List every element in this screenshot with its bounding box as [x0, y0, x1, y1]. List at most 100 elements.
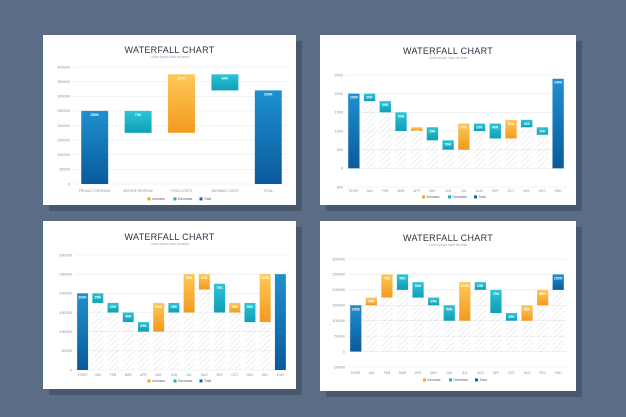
bar-value-label: 20K — [539, 129, 546, 133]
bar-total — [350, 305, 362, 352]
hatch-fill — [229, 312, 241, 370]
y-tick-label: 2000 — [335, 92, 343, 96]
y-tick-label: 1500 — [335, 111, 343, 115]
legend-label-increase: Increase — [428, 378, 441, 382]
bar-increase — [459, 282, 471, 321]
bar-value-label: 250K — [554, 276, 563, 280]
bar-value-label: 50K — [524, 307, 531, 311]
bar-increase — [521, 305, 533, 321]
bar-decrease — [92, 293, 104, 303]
chart-subtitle: Lorem ipsum dolor sit amet — [428, 243, 468, 247]
bar-decrease — [122, 312, 134, 323]
hatch-fill — [137, 331, 149, 370]
legend-label-total: Total — [479, 195, 486, 199]
y-tick-label: 0 — [341, 167, 343, 171]
x-category-label: MAR — [399, 371, 407, 375]
hatch-fill — [379, 112, 391, 169]
bar-decrease — [474, 282, 486, 290]
bar-value-label: 250K — [90, 113, 99, 117]
hatch-fill — [552, 289, 564, 352]
bar-increase — [198, 274, 210, 290]
x-category-label: NOV — [523, 189, 531, 193]
x-category-label: JAN — [95, 373, 102, 377]
y-tick-label: 500 — [337, 148, 343, 152]
bar-decrease — [473, 123, 486, 131]
x-category-label: END — [555, 189, 562, 193]
x-category-label: MAR — [125, 373, 133, 377]
bar-value-label: 60K — [222, 76, 229, 80]
legend-swatch-increase — [147, 379, 151, 383]
y-tick-label: 400000 — [57, 65, 70, 69]
waterfall-chart-plot: -50000 0 50000 100000 150000 200000 250000 3000… — [332, 257, 566, 382]
legend-swatch-increase — [423, 378, 426, 382]
x-category-label: FEB — [382, 189, 388, 193]
x-category-label: JUL — [462, 371, 468, 375]
bar-value-label: 75K — [384, 276, 391, 280]
bar-increase — [381, 274, 393, 298]
hatch-fill — [490, 313, 502, 352]
bar-value-label: 35K — [429, 129, 436, 133]
bar-increase — [411, 127, 423, 131]
x-category-label: FEB — [384, 371, 390, 375]
legend-label-decrease: Decrease — [178, 379, 193, 383]
bar-value-label: 50K — [415, 284, 422, 288]
bar-increase — [458, 123, 470, 150]
y-tick-label: 150000 — [57, 138, 70, 142]
x-category-label: AUG — [477, 371, 484, 375]
y-tick-label: 150000 — [332, 304, 345, 308]
hatch-fill — [122, 322, 134, 370]
waterfall-card-4: WATERFALL CHART Lorem ipsum dolor sit am… — [320, 221, 576, 391]
bar-value-label: 50K — [399, 276, 406, 280]
bar-decrease — [211, 74, 239, 91]
bar-increase — [153, 302, 165, 332]
x-category-label: FIXED COSTS — [171, 189, 192, 193]
y-tick-label: 350000 — [57, 80, 70, 84]
hatch-fill — [92, 302, 104, 370]
x-category-label: MAY — [155, 373, 163, 377]
x-category-label: OCT — [231, 373, 238, 377]
bar-increase — [365, 297, 377, 306]
x-category-label: DEC — [539, 189, 546, 193]
bar-decrease — [505, 313, 518, 321]
bar-total — [77, 293, 89, 370]
bar-value-label: 150K — [351, 307, 360, 311]
bar-decrease — [490, 289, 502, 313]
bar-value-label: 70K — [461, 126, 468, 130]
legend-swatch-decrease — [173, 197, 177, 201]
x-category-label: OCT — [508, 189, 515, 193]
y-tick-label: 300000 — [332, 257, 345, 261]
hatch-fill — [259, 322, 271, 370]
hatch-fill — [443, 320, 455, 352]
bar-value-label: 25K — [231, 305, 238, 309]
hatch-fill — [521, 320, 533, 352]
bar-decrease — [396, 274, 409, 290]
bar-value-label: 50K — [398, 114, 405, 118]
waterfall-card-1: WATERFALL CHART Lorem ipsum dolor sit am… — [43, 35, 296, 205]
hatch-fill — [489, 138, 501, 169]
x-category-label: SEP — [492, 189, 498, 193]
bar-decrease — [168, 302, 180, 313]
bar-decrease — [124, 110, 152, 133]
hatch-fill — [505, 138, 517, 169]
hatch-fill — [536, 134, 549, 169]
hatch-fill — [442, 149, 454, 169]
legend-label-increase: Increase — [427, 195, 440, 199]
bar-value-label: 20K — [476, 126, 483, 130]
x-category-label: VARIABLE COSTS — [211, 189, 238, 193]
bar-increase — [537, 289, 549, 306]
y-tick-label: 0 — [343, 350, 345, 354]
hatch-fill — [107, 312, 119, 370]
bar-value-label: 320K — [264, 92, 273, 96]
y-tick-label: 250000 — [57, 109, 70, 113]
y-tick-label: 1000 — [335, 129, 343, 133]
x-category-label: TOTAL — [263, 189, 273, 193]
x-category-label: APR — [140, 373, 147, 377]
hatch-fill — [395, 131, 407, 169]
x-category-label: DEC — [539, 371, 546, 375]
bar-value-label: 50K — [445, 142, 452, 146]
hatch-fill — [214, 312, 226, 370]
waterfall-card-2: WATERFALL CHART Lorem ipsum dolor sit am… — [320, 35, 576, 205]
bar-value-label: 30K — [110, 305, 117, 309]
chart-subtitle: Lorem ipsum dolor sit amet — [150, 55, 189, 59]
bar-value-label: 50K — [155, 305, 162, 309]
